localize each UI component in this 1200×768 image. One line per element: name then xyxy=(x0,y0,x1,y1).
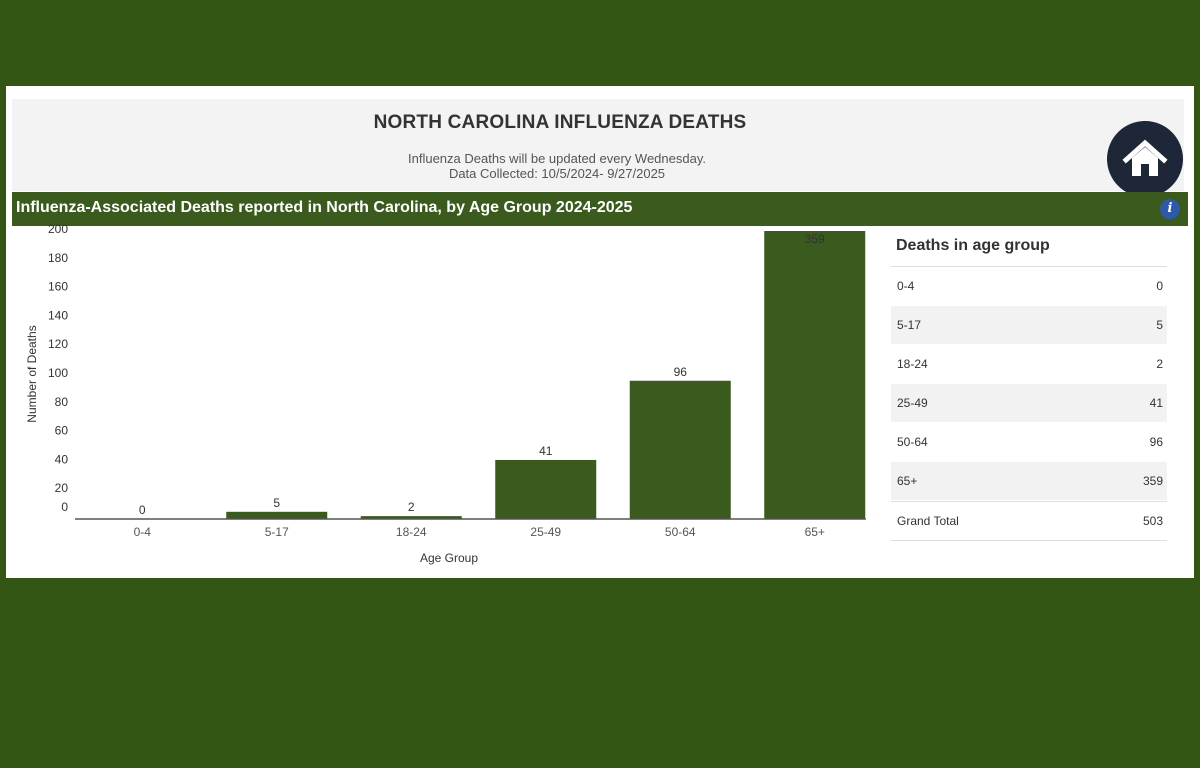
total-label: Grand Total xyxy=(897,514,959,528)
table-row: 25-49 41 xyxy=(891,384,1167,423)
bar-data-label: 5 xyxy=(273,496,280,510)
info-icon[interactable]: i xyxy=(1160,199,1180,219)
y-tick-label: 120 xyxy=(48,337,68,351)
data-collected-note: Data Collected: 10/5/2024- 9/27/2025 xyxy=(448,166,666,181)
dashboard-card: NORTH CAROLINA INFLUENZA DEATHS Influenz… xyxy=(6,86,1194,578)
update-note: Influenza Deaths will be updated every W… xyxy=(408,151,706,166)
x-tick-label: 5-17 xyxy=(265,525,289,539)
bar-data-label: 0 xyxy=(139,503,146,517)
row-label: 50-64 xyxy=(897,435,928,449)
x-tick-label: 18-24 xyxy=(396,525,427,539)
bar-chart: 0 20 40 60 80 100 120 140 160 180 200 0 5 2 41 96 359 0… xyxy=(25,222,866,565)
row-label: 18-24 xyxy=(897,357,928,371)
table-row: 0-4 0 xyxy=(891,267,1167,306)
table-title: Deaths in age group xyxy=(891,226,1167,267)
section-header: Influenza-Associated Deaths reported in … xyxy=(12,192,1188,226)
row-value: 0 xyxy=(1156,279,1163,293)
row-label: 25-49 xyxy=(897,396,928,410)
bar-25-49[interactable] xyxy=(495,459,597,519)
section-title: Influenza-Associated Deaths reported in … xyxy=(16,199,633,216)
bar-data-label: 359 xyxy=(805,232,825,246)
x-tick-label: 25-49 xyxy=(530,525,561,539)
y-axis-label: Number of Deaths xyxy=(25,325,39,422)
total-value: 503 xyxy=(1142,514,1163,528)
bar-5-17[interactable] xyxy=(226,511,328,519)
y-tick-label: 160 xyxy=(48,280,68,294)
y-tick-label: 40 xyxy=(55,452,69,466)
bar-data-label: 2 xyxy=(408,500,415,514)
y-tick-label: 0 xyxy=(61,500,68,514)
y-tick-label: 140 xyxy=(48,308,68,322)
table-total-row: Grand Total 503 xyxy=(891,501,1167,541)
table-row: 50-64 96 xyxy=(891,423,1167,462)
home-icon xyxy=(1122,139,1168,176)
row-value: 359 xyxy=(1142,474,1163,488)
row-label: 65+ xyxy=(897,474,918,488)
row-value: 41 xyxy=(1149,396,1163,410)
y-tick-label: 100 xyxy=(48,366,68,380)
x-tick-label: 65+ xyxy=(805,525,825,539)
x-tick-label: 0-4 xyxy=(134,525,152,539)
y-tick-label: 200 xyxy=(48,222,68,236)
bar-data-label: 96 xyxy=(674,365,688,379)
y-tick-label: 80 xyxy=(55,395,69,409)
bar-50-64[interactable] xyxy=(629,380,731,519)
row-value: 5 xyxy=(1156,318,1163,332)
table-row: 65+ 359 xyxy=(891,462,1167,501)
y-tick-label: 60 xyxy=(55,424,69,438)
row-label: 0-4 xyxy=(897,279,915,293)
row-value: 2 xyxy=(1156,357,1163,371)
table-row: 18-24 2 xyxy=(891,345,1167,384)
page-title: NORTH CAROLINA INFLUENZA DEATHS xyxy=(373,112,747,133)
bar-data-label: 41 xyxy=(539,444,553,458)
x-tick-label: 50-64 xyxy=(665,525,696,539)
x-axis-label: Age Group xyxy=(420,551,478,565)
row-label: 5-17 xyxy=(897,318,922,332)
y-tick-label: 20 xyxy=(55,481,69,495)
row-value: 96 xyxy=(1149,435,1163,449)
bar-65+[interactable] xyxy=(764,231,866,519)
home-button[interactable] xyxy=(1107,121,1183,197)
table-row: 5-17 5 xyxy=(891,306,1167,345)
deaths-table: Deaths in age group 0-4 0 5-17 5 18-24 2 25-49… xyxy=(891,226,1167,541)
y-tick-label: 180 xyxy=(48,251,68,265)
bar-18-24[interactable] xyxy=(360,516,462,519)
page-header: NORTH CAROLINA INFLUENZA DEATHS Influenz… xyxy=(12,99,1184,197)
